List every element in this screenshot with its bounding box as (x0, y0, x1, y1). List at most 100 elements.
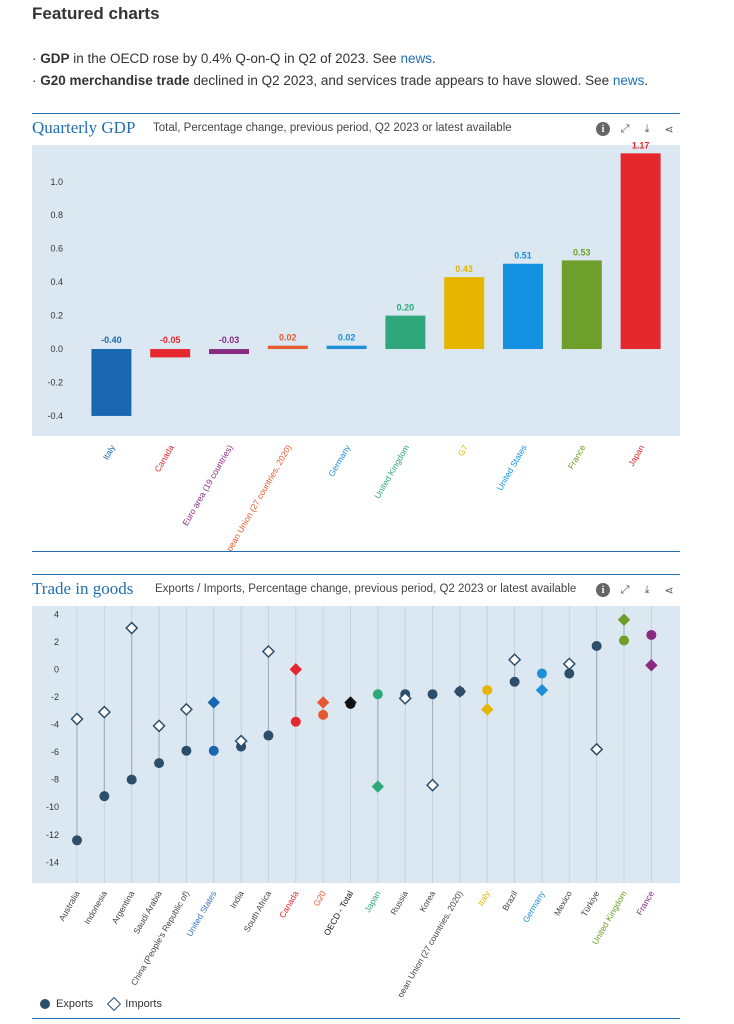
imports-point (617, 613, 631, 626)
x-tick-label: Japan (626, 443, 646, 468)
expand-icon[interactable]: ⤢ (620, 122, 630, 135)
x-tick-label: OECD - Total (322, 889, 356, 937)
exports-point (427, 689, 438, 700)
gdp-chart-panel: Quarterly GDP Total, Percentage change, … (32, 113, 680, 142)
x-tick-label: Mexico (552, 889, 574, 918)
imports-point (97, 705, 111, 719)
news-link-gdp[interactable]: news (400, 51, 432, 66)
bar (91, 349, 132, 416)
share-icon[interactable]: ⋖ (664, 123, 674, 136)
imports-point (70, 712, 84, 726)
info-icon[interactable]: i (596, 583, 610, 597)
imports-point (344, 696, 357, 709)
legend-item-exports[interactable]: Exports (40, 998, 93, 1010)
bar (326, 345, 367, 350)
y-tick-label: 0.6 (50, 244, 63, 254)
y-tick-label: 0.8 (50, 210, 63, 220)
bullet-marker: · (32, 73, 41, 88)
trade-chart-toolbar: i ⤢ ⤓ ⋖ (596, 583, 676, 597)
bar (150, 349, 191, 358)
divider (32, 1018, 680, 1019)
imports-point (453, 685, 467, 698)
x-tick-label: Canada (152, 443, 176, 474)
exports-point (72, 835, 82, 846)
legend-label-exports: Exports (56, 998, 94, 1010)
y-tick-label: -10 (46, 802, 59, 812)
exports-point (181, 745, 192, 756)
expand-icon[interactable]: ⤢ (620, 583, 630, 596)
y-tick-label: 0.0 (50, 344, 63, 354)
bar (561, 260, 602, 350)
gdp-chart-toolbar: i ⤢ ⤓ ⋖ (596, 122, 676, 136)
download-icon[interactable]: ⤓ (644, 122, 650, 135)
x-tick-label: South Africa (242, 889, 274, 934)
x-tick-label: Indonesia (82, 889, 109, 926)
exports-point (619, 635, 629, 646)
x-tick-label: France (634, 889, 656, 917)
y-tick-label: -6 (51, 747, 59, 757)
exports-point (263, 730, 274, 741)
trade-dot-chart: -14 -12 -10 -8 -6 -4 -2 0 2 4 Australia Indonesia Ar… (32, 606, 680, 997)
exports-point (99, 791, 110, 802)
legend-item-imports[interactable]: Imports (107, 996, 162, 1012)
trade-chart-subtitle: Exports / Imports, Percentage change, pr… (155, 583, 577, 595)
highlight-strong: GDP (40, 51, 70, 66)
exports-point (646, 629, 657, 640)
page-title: Featured charts (32, 4, 160, 23)
x-tick-label: Türkiye (579, 889, 602, 918)
imports-point (125, 621, 139, 635)
data-label: -0.03 (219, 335, 240, 345)
highlight-text: in the OECD rose by 0.4% Q-on-Q in Q2 of… (69, 51, 401, 66)
y-tick-label: -0.4 (47, 411, 63, 421)
info-icon[interactable]: i (596, 122, 610, 136)
exports-point (509, 676, 520, 687)
imports-point (535, 683, 549, 697)
x-tick-label: Russia (388, 889, 410, 917)
bar (503, 263, 543, 350)
y-tick-label: 2 (54, 637, 59, 647)
x-tick-label: Euro area (19 countries) (180, 443, 235, 528)
data-label: 0.51 (514, 251, 532, 261)
gdp-chart-subtitle: Total, Percentage change, previous perio… (153, 122, 512, 134)
imports-point (481, 703, 494, 716)
exports-point (591, 640, 602, 651)
exports-point (482, 685, 493, 696)
imports-point (371, 780, 385, 793)
imports-point (590, 742, 604, 756)
trade-chart-title: Trade in goods (32, 579, 134, 598)
x-tick-label: China (People's Republic of) (129, 889, 191, 987)
imports-point (152, 719, 166, 733)
legend-label-imports: Imports (125, 998, 162, 1010)
highlights-list: · GDP in the OECD rose by 0.4% Q-on-Q in… (32, 48, 648, 92)
data-label: 0.53 (573, 247, 591, 257)
imports-point (179, 702, 193, 716)
news-link-trade[interactable]: news (612, 73, 645, 88)
imports-point (234, 734, 248, 748)
data-label: 0.43 (455, 264, 473, 274)
x-tick-label: France (566, 443, 588, 471)
data-label: -0.40 (101, 335, 122, 345)
share-icon[interactable]: ⋖ (664, 584, 674, 597)
x-tick-label: Italy (101, 442, 118, 461)
y-tick-label: 1.0 (50, 177, 63, 187)
y-tick-label: 0 (54, 664, 59, 674)
x-tick-label: Australia (57, 889, 82, 923)
imports-point (398, 691, 412, 705)
trade-legend: Exports Imports (40, 996, 162, 1012)
bar (209, 349, 249, 355)
x-tick-label: G20 (311, 889, 328, 908)
data-label: 0.02 (279, 333, 297, 343)
data-label: 0.02 (338, 333, 356, 343)
divider (32, 551, 680, 552)
exports-point (290, 716, 301, 727)
exports-point (372, 689, 383, 700)
bar (385, 315, 426, 350)
gdp-chart-title: Quarterly GDP (32, 118, 136, 137)
imports-point (207, 696, 220, 709)
y-tick-label: -4 (51, 720, 59, 730)
highlight-post: . (431, 51, 436, 66)
gdp-chart-header: Quarterly GDP Total, Percentage change, … (32, 114, 680, 142)
exports-marker-icon (40, 999, 50, 1009)
x-tick-label: Argentina (110, 889, 137, 926)
download-icon[interactable]: ⤓ (644, 583, 650, 596)
